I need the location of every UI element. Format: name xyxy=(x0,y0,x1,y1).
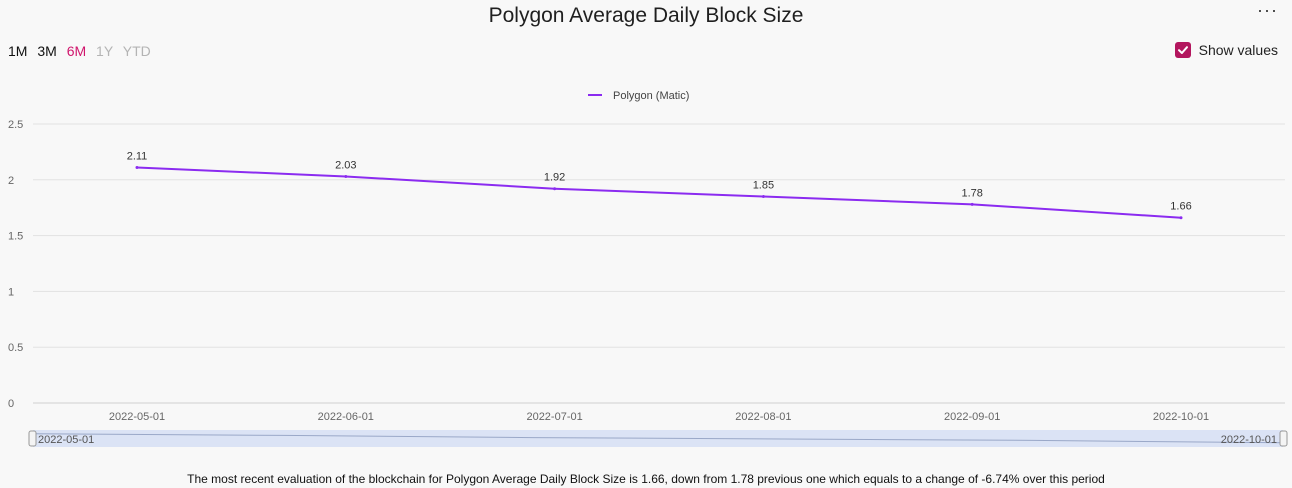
y-tick-label: 1.5 xyxy=(8,231,23,243)
range-ytd[interactable]: YTD xyxy=(122,43,151,59)
data-point xyxy=(553,187,557,191)
legend-label: Polygon (Matic) xyxy=(613,90,689,102)
navigator-line xyxy=(32,433,1284,444)
x-tick-label: 2022-08-01 xyxy=(735,411,791,423)
more-options-icon[interactable]: ··· xyxy=(1257,0,1278,20)
y-tick-label: 0.5 xyxy=(8,342,23,354)
summary-text: The most recent evaluation of the blockc… xyxy=(187,472,1105,486)
data-label: 2.03 xyxy=(335,159,356,171)
data-label: 1.92 xyxy=(544,172,565,184)
data-label: 2.11 xyxy=(127,151,148,163)
navigator-end-label: 2022-10-01 xyxy=(1221,434,1277,446)
range-navigator: 2022-05-01 2022-10-01 xyxy=(28,430,1288,447)
show-values-checkbox[interactable] xyxy=(1174,42,1191,58)
range-1y[interactable]: 1Y xyxy=(96,43,114,59)
show-values-toggle[interactable]: Show values xyxy=(1174,42,1278,58)
range-1m[interactable]: 1M xyxy=(8,43,28,59)
data-label: 1.66 xyxy=(1170,201,1191,213)
range-selector: 1M 3M 6M 1Y YTD xyxy=(8,43,157,59)
data-point xyxy=(135,166,139,170)
y-tick-label: 0 xyxy=(8,398,14,410)
range-6m[interactable]: 6M xyxy=(66,43,87,59)
navigator-end-handle[interactable] xyxy=(1279,430,1288,447)
data-label: 1.78 xyxy=(961,187,982,199)
data-point xyxy=(344,174,348,178)
y-tick-label: 2.5 xyxy=(8,119,23,131)
line-chart: 0 0.5 1 1.5 2 2.5 2022-05-01 2022-06-01 2022-07-… xyxy=(8,90,1288,447)
navigator-start-label: 2022-05-01 xyxy=(38,434,94,446)
show-values-label: Show values xyxy=(1198,42,1278,58)
data-point xyxy=(970,202,974,206)
range-3m[interactable]: 3M xyxy=(37,43,57,59)
data-point xyxy=(1179,216,1183,220)
x-tick-label: 2022-10-01 xyxy=(1153,411,1209,423)
x-tick-label: 2022-09-01 xyxy=(944,411,1000,423)
check-icon xyxy=(1177,46,1188,54)
x-tick-label: 2022-05-01 xyxy=(109,411,165,423)
y-tick-label: 2 xyxy=(8,175,14,187)
series-line xyxy=(136,166,1182,219)
page-title: Polygon Average Daily Block Size xyxy=(488,4,804,27)
x-tick-label: 2022-06-01 xyxy=(318,411,374,423)
data-point xyxy=(761,195,765,199)
y-tick-label: 1 xyxy=(8,286,14,298)
x-tick-label: 2022-07-01 xyxy=(526,411,582,423)
navigator-start-handle[interactable] xyxy=(28,430,37,447)
data-label: 1.85 xyxy=(753,180,774,192)
